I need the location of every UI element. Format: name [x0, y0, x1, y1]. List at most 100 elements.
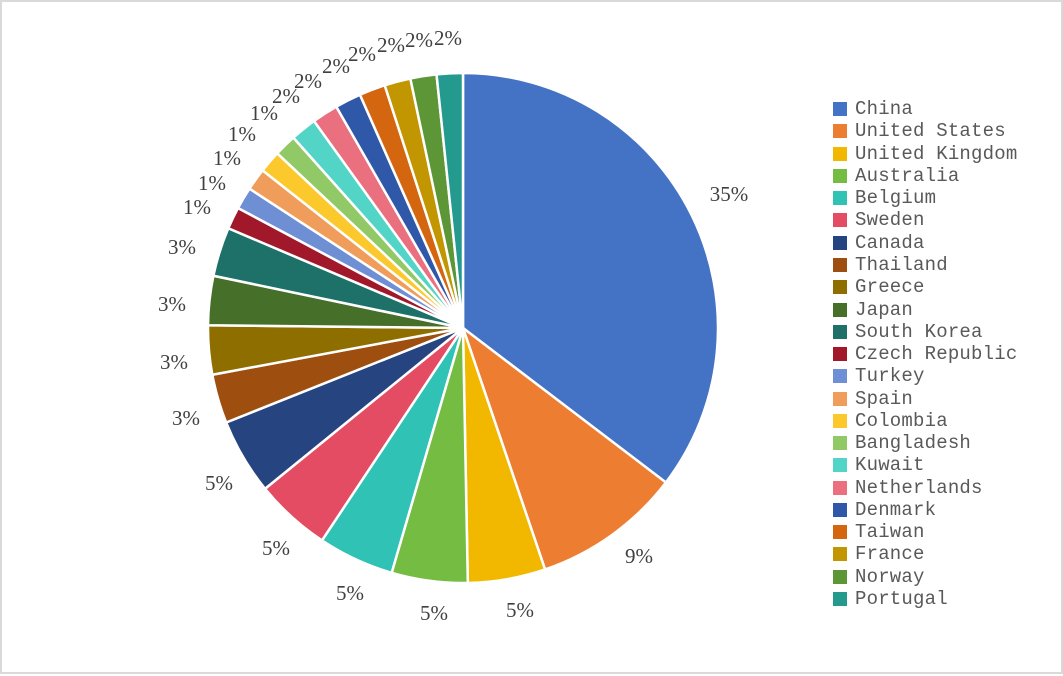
legend-item[interactable]: Sweden [833, 209, 1017, 231]
legend-swatch-icon [833, 502, 847, 517]
legend: China United States United Kingdom Australi… [833, 98, 1017, 610]
legend-item[interactable]: Portugal [833, 588, 1017, 610]
legend-item[interactable]: Netherlands [833, 477, 1017, 499]
legend-swatch-icon [833, 324, 847, 339]
legend-label: South Korea [855, 320, 983, 343]
legend-item[interactable]: United Kingdom [833, 143, 1017, 165]
pie-slice-portugal[interactable] [435, 71, 465, 330]
data-label: 2% [322, 54, 350, 78]
legend-swatch-icon [833, 146, 847, 161]
legend-swatch-icon [833, 525, 847, 540]
legend-item[interactable]: Canada [833, 232, 1017, 254]
legend-item[interactable]: Belgium [833, 187, 1017, 209]
legend-label: Denmark [855, 498, 937, 521]
legend-label: Colombia [855, 409, 948, 432]
data-label: 3% [168, 235, 196, 259]
legend-item[interactable]: Norway [833, 566, 1017, 588]
pie-slice-china[interactable] [461, 71, 720, 484]
legend-label: Portugal [855, 587, 948, 610]
data-label: 1% [198, 171, 226, 195]
legend-label: Netherlands [855, 476, 983, 499]
legend-item[interactable]: United States [833, 120, 1017, 142]
legend-swatch-icon [833, 347, 847, 362]
data-label: 3% [158, 292, 186, 316]
legend-item[interactable]: Bangladesh [833, 432, 1017, 454]
legend-swatch-icon [833, 547, 847, 562]
legend-item[interactable]: South Korea [833, 321, 1017, 343]
legend-label: France [855, 543, 925, 566]
legend-label: United Kingdom [855, 142, 1018, 165]
legend-label: Sweden [855, 209, 925, 232]
data-label: 1% [183, 195, 211, 219]
legend-item[interactable]: Turkey [833, 365, 1017, 387]
legend-swatch-icon [833, 213, 847, 228]
legend-item[interactable]: Greece [833, 276, 1017, 298]
legend-item[interactable]: Kuwait [833, 454, 1017, 476]
data-label: 2% [348, 42, 376, 66]
data-labels: 35%9%5%5%5%5%5%3%3%3%3%1%1%1%1%1%2%2%2%2… [158, 26, 748, 625]
data-label: 5% [420, 601, 448, 625]
legend-swatch-icon [833, 235, 847, 250]
legend-label: Greece [855, 276, 925, 299]
data-label: 5% [336, 581, 364, 605]
legend-label: Spain [855, 387, 914, 410]
data-label: 1% [250, 101, 278, 125]
legend-swatch-icon [833, 458, 847, 473]
legend-label: Thailand [855, 253, 948, 276]
legend-swatch-icon [833, 569, 847, 584]
legend-label: United States [855, 120, 1006, 143]
legend-swatch-icon [833, 591, 847, 606]
legend-label: Bangladesh [855, 432, 972, 455]
data-label: 2% [272, 84, 300, 108]
legend-item[interactable]: Australia [833, 165, 1017, 187]
legend-swatch-icon [833, 302, 847, 317]
legend-swatch-icon [833, 436, 847, 451]
legend-label: Taiwan [855, 521, 925, 544]
legend-label: Kuwait [855, 454, 925, 477]
data-label: 35% [710, 182, 749, 206]
legend-item[interactable]: France [833, 543, 1017, 565]
legend-label: China [855, 98, 914, 121]
legend-item[interactable]: Taiwan [833, 521, 1017, 543]
data-label: 3% [160, 350, 188, 374]
data-label: 5% [205, 471, 233, 495]
legend-label: Japan [855, 298, 914, 321]
legend-label: Norway [855, 565, 925, 588]
legend-item[interactable]: Colombia [833, 410, 1017, 432]
data-label: 5% [506, 598, 534, 622]
legend-swatch-icon [833, 124, 847, 139]
legend-label: Czech Republic [855, 343, 1018, 366]
data-label: 3% [172, 406, 200, 430]
legend-item[interactable]: Czech Republic [833, 343, 1017, 365]
legend-swatch-icon [833, 280, 847, 295]
legend-swatch-icon [833, 102, 847, 117]
data-label: 2% [294, 69, 322, 93]
legend-label: Canada [855, 231, 925, 254]
data-label: 1% [228, 122, 256, 146]
legend-swatch-icon [833, 391, 847, 406]
legend-swatch-icon [833, 191, 847, 206]
pie-slices [206, 71, 720, 585]
legend-item[interactable]: Japan [833, 298, 1017, 321]
legend-item[interactable]: Denmark [833, 499, 1017, 521]
legend-swatch-icon [833, 257, 847, 272]
data-label: 2% [405, 28, 433, 52]
data-label: 2% [434, 26, 462, 50]
legend-item[interactable]: China [833, 98, 1017, 120]
legend-swatch-icon [833, 413, 847, 428]
legend-item[interactable]: Thailand [833, 254, 1017, 276]
data-label: 9% [625, 544, 653, 568]
data-label: 1% [213, 146, 241, 170]
pie-slice-united-states[interactable] [461, 326, 668, 571]
legend-swatch-icon [833, 369, 847, 384]
legend-label: Turkey [855, 365, 925, 388]
legend-swatch-icon [833, 168, 847, 183]
data-label: 2% [377, 33, 405, 57]
legend-label: Australia [855, 164, 960, 187]
legend-item[interactable]: Spain [833, 387, 1017, 410]
data-label: 5% [262, 536, 290, 560]
legend-label: Belgium [855, 187, 937, 210]
legend-swatch-icon [833, 480, 847, 495]
